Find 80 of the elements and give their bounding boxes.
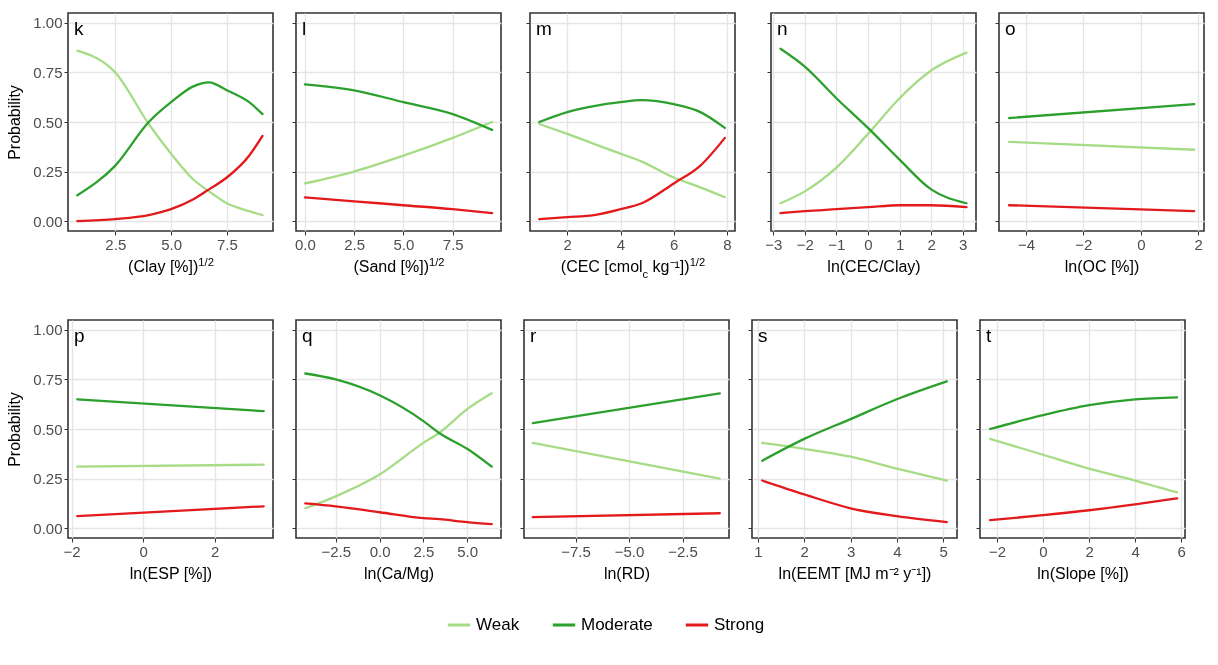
y-axis-title: Probability (6, 392, 24, 467)
y-tick-label: 0.75 (33, 63, 63, 81)
y-tick-label: 0.75 (33, 370, 63, 388)
x-tick-label: 2 (211, 542, 220, 560)
x-tick-label: 0.0 (294, 235, 316, 253)
y-tick-label: 0.00 (33, 212, 63, 230)
x-tick-label: −3 (765, 235, 783, 253)
y-tick-label: 0.25 (33, 163, 63, 181)
x-tick-label: −2 (988, 542, 1007, 560)
x-axis-title: (Clay [%])$^{1/2}$ (128, 255, 214, 275)
x-tick-label: 3 (846, 542, 856, 560)
x-tick-label: 0 (139, 542, 148, 560)
legend-label: Moderate (581, 615, 653, 634)
x-tick-label: 2.5 (413, 542, 435, 560)
x-tick-label: −5.0 (614, 542, 645, 560)
chart-title: n (777, 18, 788, 39)
line-series (76, 49, 264, 217)
x-tick-label: 1 (754, 542, 763, 560)
x-tick-label: 7.5 (216, 235, 238, 253)
x-tick-label: 2 (927, 235, 936, 253)
chart-title: l (302, 18, 307, 39)
x-tick-label: −4 (1017, 235, 1036, 253)
legend-label: Strong (714, 615, 765, 634)
x-tick-label: 8 (723, 235, 732, 253)
x-tick-label: 2.5 (105, 235, 127, 253)
y-tick-label: 1.00 (33, 14, 63, 32)
x-tick-label: 2 (563, 235, 572, 253)
x-tick-label: 3 (959, 235, 968, 253)
x-tick-label: −2.5 (321, 542, 352, 560)
x-tick-label: 7.5 (442, 235, 464, 253)
x-tick-label: 1 (895, 235, 905, 253)
chart-title: k (74, 18, 84, 39)
x-tick-label: 4 (893, 542, 902, 560)
line-series (76, 81, 264, 197)
line-series (76, 134, 264, 223)
x-tick-label: 4 (1131, 542, 1140, 560)
x-tick-label: 0.0 (369, 542, 391, 560)
y-tick-label: 1.00 (33, 321, 63, 339)
x-axis-title: ln(OC [%]) (1064, 257, 1140, 275)
x-tick-label: 6 (1177, 542, 1186, 560)
y-tick-label: 0.25 (33, 470, 63, 488)
x-tick-label: −1 (828, 235, 846, 253)
chart-title: t (986, 325, 992, 346)
x-tick-label: 2.5 (344, 235, 366, 253)
x-tick-label: 0 (1039, 542, 1048, 560)
x-axis-title: ln(ESP [%]) (129, 564, 213, 582)
x-tick-label: 5.0 (393, 235, 415, 253)
chart-title: p (74, 325, 85, 346)
x-tick-label: 2 (1194, 235, 1203, 253)
x-axis-title: ln(CEC/Clay) (827, 257, 921, 275)
y-tick-label: 0.50 (33, 113, 63, 131)
x-tick-label: −7.5 (561, 542, 591, 560)
chart-title: m (536, 18, 552, 39)
y-tick-label: 0.00 (33, 519, 63, 537)
x-tick-label: 2 (800, 542, 809, 560)
x-axis-title: ln(Slope [%]) (1037, 564, 1129, 582)
x-tick-label: −2 (1075, 235, 1093, 253)
x-axis-title: ln(Ca/Mg) (363, 564, 435, 582)
x-tick-label: 5.0 (161, 235, 182, 253)
x-tick-label: 6 (670, 235, 679, 253)
x-axis-title: (Sand [%])$^{1/2}$ (353, 255, 445, 275)
x-tick-label: 5.0 (457, 542, 479, 560)
x-axis-title: (CEC [cmol$_{c}$ kg⁻¹])$^{1/2}$ (560, 255, 706, 280)
chart-title: o (1005, 18, 1016, 39)
x-tick-label: −2.5 (668, 542, 698, 560)
x-tick-label: −2 (63, 542, 81, 560)
y-axis-title: Probability (6, 85, 24, 160)
x-tick-label: 0 (1137, 235, 1146, 253)
x-axis-title: ln(RD) (603, 564, 651, 582)
y-tick-label: 0.50 (33, 420, 63, 438)
x-tick-label: −2 (796, 235, 814, 253)
x-axis-title: ln(EEMT [MJ m⁻² y⁻¹]) (778, 564, 932, 582)
chart-title: r (530, 325, 537, 346)
x-tick-label: 2 (1085, 542, 1094, 560)
x-tick-label: 4 (616, 235, 626, 253)
legend-label: Weak (476, 615, 520, 634)
chart-title: q (302, 325, 313, 346)
x-tick-label: 0 (864, 235, 873, 253)
chart-title: s (758, 325, 768, 346)
x-tick-label: 5 (939, 542, 948, 560)
